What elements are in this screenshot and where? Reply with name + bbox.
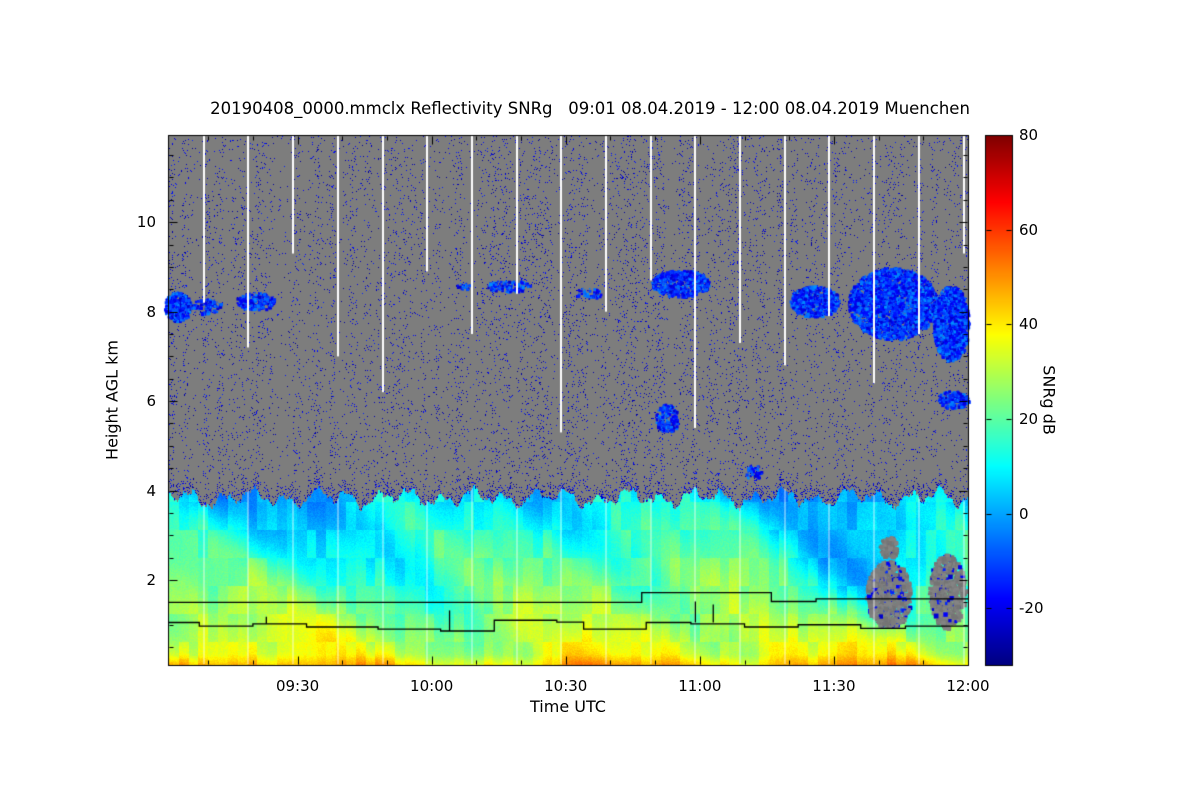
x-tick-label: 09:30 [275, 677, 320, 695]
y-tick-label: 8 [146, 302, 156, 321]
colorbar-tick-label: -20 [1019, 599, 1044, 618]
x-tick-label: 11:00 [678, 677, 722, 695]
y-tick-label: 10 [136, 213, 156, 232]
colorbar-tick-label: 60 [1019, 220, 1039, 239]
colorbar-tick-label: 80 [1019, 126, 1039, 144]
colorbar-tick-label: 20 [1019, 409, 1039, 428]
x-axis-title: Time UTC [530, 697, 606, 716]
x-tick-label: 12:00 [946, 677, 990, 695]
x-tick-label: 10:30 [544, 677, 588, 695]
y-tick-label: 4 [146, 481, 156, 500]
y-tick-label: 6 [146, 392, 156, 411]
colorbar-tick-label: 0 [1019, 504, 1029, 523]
y-tick-label: 2 [146, 571, 156, 590]
colorbar-tick-label: 40 [1019, 315, 1039, 334]
chart-title: 20190408_0000.mmclx Reflectivity SNRg 09… [210, 99, 970, 118]
x-tick-label: 10:00 [410, 677, 454, 695]
x-tick-label: 11:30 [812, 677, 856, 695]
